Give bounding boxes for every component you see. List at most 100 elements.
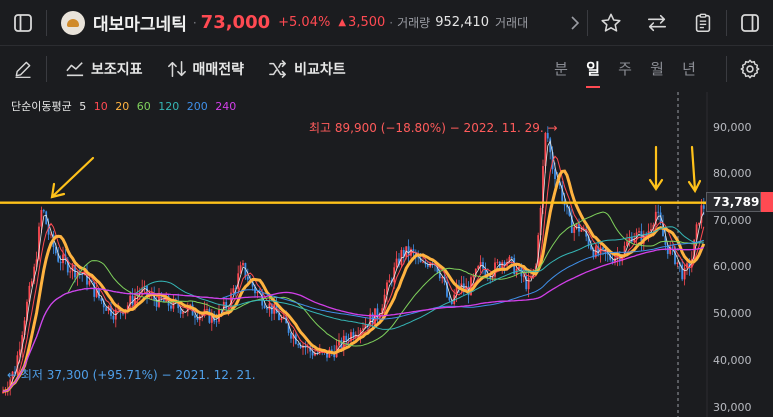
ma-60-line: [2, 211, 704, 392]
candle-body: [688, 263, 691, 268]
candle-body: [232, 288, 235, 293]
strategy-button[interactable]: 매매전략: [167, 59, 245, 79]
candle-body: [11, 371, 14, 380]
memo-button[interactable]: [680, 0, 726, 46]
candlestick-chart[interactable]: [0, 92, 773, 417]
candle-body: [386, 282, 388, 295]
tab-minute[interactable]: 분: [554, 60, 568, 78]
chart-settings-button[interactable]: [727, 46, 773, 92]
candle-body: [261, 293, 264, 306]
candle-body: [256, 291, 259, 294]
candle-body: [126, 305, 129, 310]
candle-body: [57, 253, 60, 262]
candle-body: [683, 267, 686, 280]
tab-month[interactable]: 월: [650, 60, 664, 78]
candle-body: [93, 281, 96, 297]
candle-body: [503, 262, 506, 266]
candle-body: [527, 277, 530, 290]
candle-body: [544, 132, 547, 167]
candle-body: [50, 234, 52, 236]
candle-body: [330, 349, 333, 352]
candle-body: [654, 211, 657, 225]
candle-body: [117, 308, 120, 310]
candle-body: [38, 226, 40, 260]
candle-body: [66, 259, 69, 273]
candle-body: [609, 254, 612, 260]
tab-day[interactable]: 일: [577, 47, 609, 91]
y-tick-70000: 70,000: [713, 214, 752, 227]
candle-body: [422, 261, 424, 263]
candle-body: [146, 285, 148, 296]
volume-label: 거래량: [397, 16, 431, 30]
candle-body: [138, 291, 141, 294]
switch-button[interactable]: [634, 0, 680, 46]
candle-body: [674, 247, 676, 265]
candle-body: [592, 249, 595, 258]
candle-body: [194, 315, 196, 318]
price-chart[interactable]: 단순이동평균 5 10 20 60 120 200 240 최고 89,900 …: [0, 92, 773, 417]
candle-body: [441, 276, 444, 279]
candle-body: [326, 351, 328, 358]
drawing-tool-button[interactable]: [0, 46, 46, 92]
candle-body: [345, 335, 348, 341]
candle-body: [90, 280, 93, 282]
legend-ma200: 200: [186, 100, 208, 113]
candle-body: [537, 235, 540, 267]
candle-body: [172, 299, 175, 309]
candle-body: [450, 300, 453, 305]
favorite-button[interactable]: [588, 0, 634, 46]
arrowhead-right-peak: [687, 179, 702, 194]
panel-toggle-button[interactable]: [727, 0, 773, 46]
candle-body: [698, 222, 700, 225]
legend-title: 단순이동평균: [11, 100, 72, 113]
candle-body: [681, 264, 684, 280]
candle-body: [86, 270, 88, 285]
candle-body: [179, 308, 182, 314]
candle-body: [398, 258, 400, 265]
candle-body: [580, 229, 583, 232]
candle-body: [71, 265, 74, 272]
candle-body: [671, 246, 674, 248]
candle-body: [40, 209, 43, 227]
chart-toolbar: 보조지표 매매전략 비교차트 분 일 주 월 년: [0, 47, 773, 91]
candle-body: [246, 276, 249, 280]
candle-body: [302, 345, 304, 349]
candle-body: [129, 295, 132, 306]
candle-body: [314, 353, 316, 356]
strategy-label: 매매전략: [192, 62, 245, 78]
candle-body: [606, 253, 609, 255]
candle-body: [112, 315, 115, 320]
candle-body: [686, 263, 688, 268]
candle-body: [350, 332, 352, 342]
candle-body: [2, 391, 4, 393]
tab-week[interactable]: 주: [618, 60, 632, 78]
volume-value: 952,410: [435, 15, 489, 30]
current-price: 73,000: [200, 12, 271, 33]
candle-body: [626, 241, 628, 246]
compare-chart-button[interactable]: 비교차트: [268, 59, 346, 79]
candle-body: [338, 339, 340, 346]
candle-body: [652, 224, 655, 230]
ma-5-line: [2, 140, 705, 392]
candle-body: [263, 305, 266, 309]
candle-body: [299, 345, 302, 349]
tab-year[interactable]: 년: [682, 60, 696, 78]
candle-body: [273, 304, 276, 314]
gear-icon: [740, 59, 760, 79]
candle-body: [474, 268, 477, 276]
candle-body: [88, 280, 91, 285]
ticker-summary[interactable]: 대보마그네틱 · 73,000 +5.04% ▲ 3,500 · 거래량 952…: [47, 0, 563, 46]
indicator-label: 보조지표: [91, 62, 143, 78]
candle-body: [520, 266, 523, 277]
sidebar-toggle-button[interactable]: [0, 0, 46, 46]
candle-body: [501, 262, 504, 269]
candle-body: [292, 334, 295, 339]
candle-body: [196, 317, 199, 320]
arrowhead-mid-peak: [648, 178, 664, 191]
legend-ma240: 240: [215, 100, 237, 113]
chevron-right-button[interactable]: [563, 0, 587, 46]
candle-body: [546, 132, 549, 139]
y-tick-50000: 50,000: [713, 307, 752, 320]
indicator-button[interactable]: 보조지표: [65, 59, 143, 79]
candle-body: [208, 309, 211, 323]
